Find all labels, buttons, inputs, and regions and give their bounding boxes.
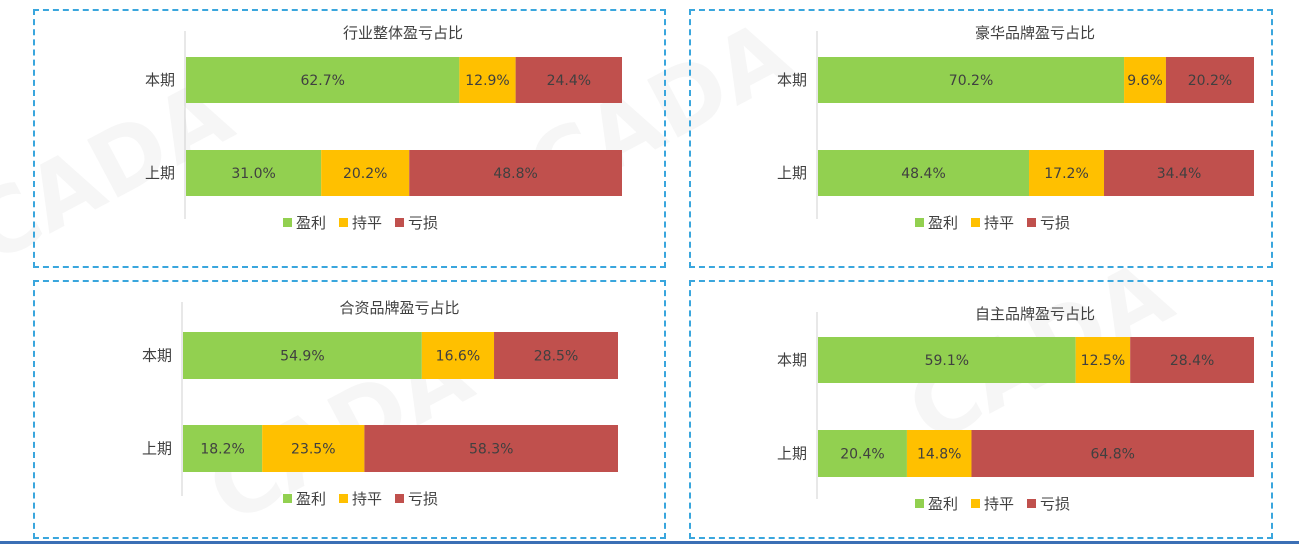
bar-profit xyxy=(818,57,1125,103)
data-label: 16.6% xyxy=(436,349,480,365)
category-label: 上期 xyxy=(142,440,172,458)
legend-swatch-loss xyxy=(395,218,404,227)
bar-loss xyxy=(364,425,618,472)
bar-even xyxy=(1124,57,1166,103)
bar-loss xyxy=(515,57,622,103)
chart-title: 豪华品牌盈亏占比 xyxy=(975,24,1095,42)
chart-panel-luxury: 豪华品牌盈亏占比本期 70.2% 9.6% 20.2% 上期 48.4% 17.2% 34.4… xyxy=(689,9,1273,268)
category-label: 本期 xyxy=(777,351,807,369)
legend-label: 持平 xyxy=(352,214,382,232)
data-label: 23.5% xyxy=(291,442,335,458)
legend-swatch-even xyxy=(339,218,348,227)
legend-swatch-profit xyxy=(915,218,924,227)
chart-panel-industry: 行业整体盈亏占比本期 62.7% 12.9% 24.4% 上期 31.0% 20.2% 48.… xyxy=(33,9,666,268)
chart-panel-domestic: 自主品牌盈亏占比本期 59.1% 12.5% 28.4% 上期 20.4% 14.8% 64.… xyxy=(689,280,1273,539)
data-label: 18.2% xyxy=(200,442,244,458)
legend-swatch-profit xyxy=(283,218,292,227)
legend-swatch-loss xyxy=(395,494,404,503)
data-label: 70.2% xyxy=(949,73,993,89)
legend-label: 盈利 xyxy=(296,214,326,232)
bar-even xyxy=(1075,337,1131,383)
data-label: 20.2% xyxy=(343,166,387,182)
legend-label: 盈利 xyxy=(928,214,958,232)
data-label: 28.5% xyxy=(534,349,578,365)
bar-loss xyxy=(1104,150,1254,196)
bar-loss xyxy=(971,430,1254,477)
legend-swatch-profit xyxy=(283,494,292,503)
legend-label: 盈利 xyxy=(296,490,326,508)
data-label: 28.4% xyxy=(1170,353,1214,369)
category-label: 本期 xyxy=(142,347,172,365)
data-label: 59.1% xyxy=(925,353,969,369)
legend-label: 亏损 xyxy=(408,214,438,232)
bar-loss xyxy=(409,150,622,196)
category-label: 本期 xyxy=(145,71,175,89)
bar-even xyxy=(262,425,365,472)
bar-even xyxy=(459,57,516,103)
legend-label: 亏损 xyxy=(408,490,438,508)
bar-loss xyxy=(494,332,618,379)
category-label: 上期 xyxy=(777,445,807,463)
data-label: 14.8% xyxy=(917,447,961,463)
bar-profit xyxy=(818,430,907,477)
bar-profit xyxy=(186,57,460,103)
legend-swatch-even xyxy=(971,218,980,227)
bar-even xyxy=(421,332,495,379)
legend-swatch-loss xyxy=(1027,499,1036,508)
legend-label: 持平 xyxy=(984,214,1014,232)
legend-swatch-even xyxy=(971,499,980,508)
bar-profit xyxy=(818,337,1076,383)
category-label: 上期 xyxy=(145,164,175,182)
data-label: 34.4% xyxy=(1157,166,1201,182)
data-label: 12.5% xyxy=(1081,353,1125,369)
bar-even xyxy=(321,150,410,196)
bar-profit xyxy=(183,425,263,472)
legend-label: 持平 xyxy=(984,495,1014,513)
data-label: 58.3% xyxy=(469,442,513,458)
data-label: 54.9% xyxy=(280,349,324,365)
legend-label: 亏损 xyxy=(1040,214,1070,232)
legend-swatch-even xyxy=(339,494,348,503)
bar-even xyxy=(906,430,972,477)
legend-label: 盈利 xyxy=(928,495,958,513)
legend-swatch-loss xyxy=(1027,218,1036,227)
legend-label: 持平 xyxy=(352,490,382,508)
data-label: 24.4% xyxy=(547,73,591,89)
chart-title: 自主品牌盈亏占比 xyxy=(975,305,1095,323)
bottom-divider xyxy=(0,541,1299,544)
bar-profit xyxy=(818,150,1030,196)
data-label: 17.2% xyxy=(1044,166,1088,182)
chart-title: 行业整体盈亏占比 xyxy=(343,24,463,42)
data-label: 31.0% xyxy=(231,166,275,182)
category-label: 上期 xyxy=(777,164,807,182)
data-label: 20.2% xyxy=(1188,73,1232,89)
data-label: 62.7% xyxy=(300,73,344,89)
bar-profit xyxy=(183,332,422,379)
data-label: 64.8% xyxy=(1090,447,1134,463)
chart-panel-joint-venture: 合资品牌盈亏占比本期 54.9% 16.6% 28.5% 上期 18.2% 23.5% 58.… xyxy=(33,280,666,539)
chart-title: 合资品牌盈亏占比 xyxy=(339,299,459,317)
data-label: 9.6% xyxy=(1127,73,1163,89)
data-label: 48.8% xyxy=(493,166,537,182)
data-label: 20.4% xyxy=(840,447,884,463)
data-label: 12.9% xyxy=(465,73,509,89)
legend-label: 亏损 xyxy=(1040,495,1070,513)
bar-loss xyxy=(1165,57,1254,103)
category-label: 本期 xyxy=(777,71,807,89)
legend-swatch-profit xyxy=(915,499,924,508)
data-label: 48.4% xyxy=(901,166,945,182)
bar-profit xyxy=(186,150,322,196)
bar-even xyxy=(1029,150,1105,196)
bar-loss xyxy=(1130,337,1254,383)
